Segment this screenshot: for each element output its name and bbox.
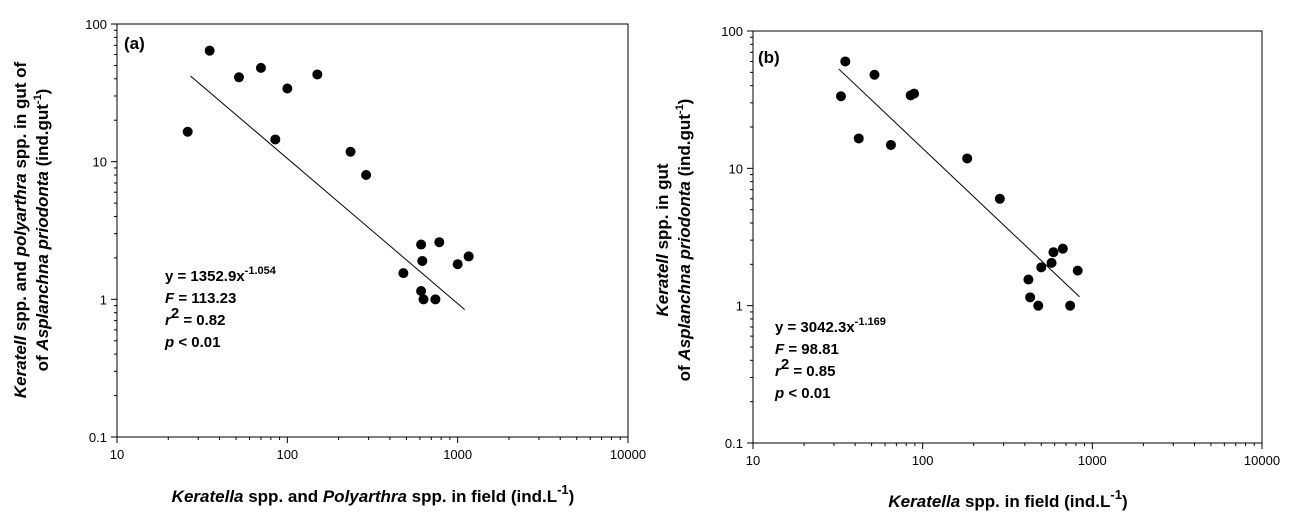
x-tick-label: 1000	[443, 447, 472, 462]
data-point	[835, 91, 846, 102]
y-axis-title-line2: of Asplanchna priodonta (ind.gut-1)	[32, 89, 52, 372]
data-point	[463, 251, 474, 262]
data-point	[182, 126, 193, 137]
data-point	[312, 69, 323, 80]
data-point	[416, 239, 427, 250]
data-point	[452, 259, 463, 270]
plot-frame	[752, 30, 1263, 444]
data-point	[270, 134, 281, 145]
regression-line	[838, 68, 1080, 298]
plot-frame	[116, 23, 629, 438]
f-statistic: F = 113.23	[165, 290, 236, 307]
data-point	[430, 294, 441, 305]
data-point	[1072, 265, 1083, 276]
data-point	[345, 146, 356, 157]
data-point	[204, 45, 215, 56]
y-axis-title-line2: of Asplanchna priodonta (ind.gut-1)	[674, 99, 694, 382]
data-point	[840, 56, 851, 67]
panel-label: (a)	[124, 34, 145, 53]
data-point	[1023, 274, 1034, 285]
data-point	[398, 268, 409, 279]
data-point	[1025, 292, 1036, 303]
panel-a: 10 100 1000 10000 0.1 1 10 100 (a) y = 1352.9x-1.…	[11, 17, 646, 506]
panel-b: 10 100 1000 10000 0.1 1 10 100 (b) y = 3042.3x-1.…	[653, 24, 1280, 511]
data-point	[1057, 243, 1068, 254]
data-point	[885, 139, 896, 150]
f-statistic: F = 98.81	[775, 341, 839, 358]
data-point	[417, 255, 428, 266]
regression-equation: y = 3042.3x-1.169	[775, 316, 886, 336]
data-point	[416, 285, 427, 296]
r-squared: r2 = 0.85	[775, 356, 835, 380]
x-axis-title: Keratella spp. in field (ind.L-1)	[888, 487, 1127, 511]
data-point	[869, 69, 880, 80]
p-value: p < 0.01	[774, 385, 830, 402]
data-point	[1046, 257, 1057, 268]
x-tick-label: 10	[746, 453, 760, 468]
data-point	[994, 193, 1005, 204]
data-point	[282, 83, 293, 94]
y-tick-label: 0.1	[89, 430, 107, 445]
y-tick-label: 1	[100, 292, 107, 307]
p-value: p < 0.01	[164, 334, 220, 351]
y-axis-title-line1: Keratell spp. in gut	[653, 163, 672, 316]
data-point	[361, 170, 372, 181]
y-tick-label: 100	[85, 17, 107, 32]
x-axis-title: Keratella spp. and Polyarthra spp. in fi…	[172, 482, 575, 506]
data-point	[1033, 300, 1044, 311]
y-tick-label: 10	[93, 155, 107, 170]
data-point	[853, 133, 864, 144]
data-point	[418, 294, 429, 305]
x-tick-label: 1000	[1078, 453, 1107, 468]
data-point	[233, 72, 244, 83]
data-point	[1036, 262, 1047, 273]
x-tick-label: 10000	[610, 447, 646, 462]
y-tick-label: 100	[721, 24, 743, 39]
regression-line	[190, 75, 466, 310]
y-tick-label: 10	[729, 161, 743, 176]
x-tick-label: 10	[110, 447, 124, 462]
data-point	[255, 62, 266, 73]
data-point	[434, 237, 445, 248]
r-squared: r2 = 0.82	[165, 305, 225, 329]
regression-equation: y = 1352.9x-1.054	[165, 265, 277, 285]
panel-label: (b)	[758, 48, 780, 67]
x-tick-label: 10000	[1244, 453, 1280, 468]
data-point	[1048, 247, 1059, 258]
y-tick-label: 0.1	[725, 436, 743, 451]
y-tick-label: 1	[736, 299, 743, 314]
x-tick-label: 100	[912, 453, 934, 468]
data-point	[1065, 300, 1076, 311]
data-point	[962, 153, 973, 164]
x-tick-label: 100	[276, 447, 298, 462]
data-point	[909, 88, 920, 99]
y-axis-title-line1: Keratell spp. and polyarthra spp. in gut…	[11, 62, 30, 399]
